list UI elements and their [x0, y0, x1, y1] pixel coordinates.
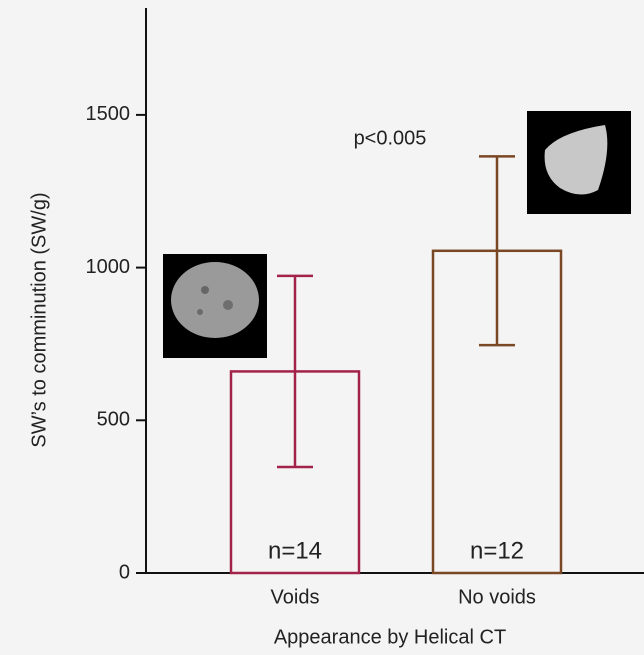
chart: p<0.005 Appearance by Helical CT SW’s to… — [0, 0, 644, 655]
ct-image-voids — [163, 254, 267, 358]
y-tick-label: 0 — [119, 561, 130, 583]
n-label: n=14 — [268, 537, 322, 564]
x-tick-label: Voids — [271, 586, 320, 608]
annotation: p<0.005 — [354, 127, 427, 149]
ct-image-no-voids — [527, 111, 631, 214]
y-tick-label: 1500 — [86, 103, 131, 125]
x-tick-label: No voids — [458, 586, 536, 608]
y-tick-label: 1000 — [86, 256, 131, 278]
x-axis-label: Appearance by Helical CT — [274, 626, 506, 648]
n-label: n=12 — [470, 537, 524, 564]
y-axis-label: SW’s to comminution (SW/g) — [28, 192, 50, 447]
y-tick-label: 500 — [97, 409, 130, 431]
